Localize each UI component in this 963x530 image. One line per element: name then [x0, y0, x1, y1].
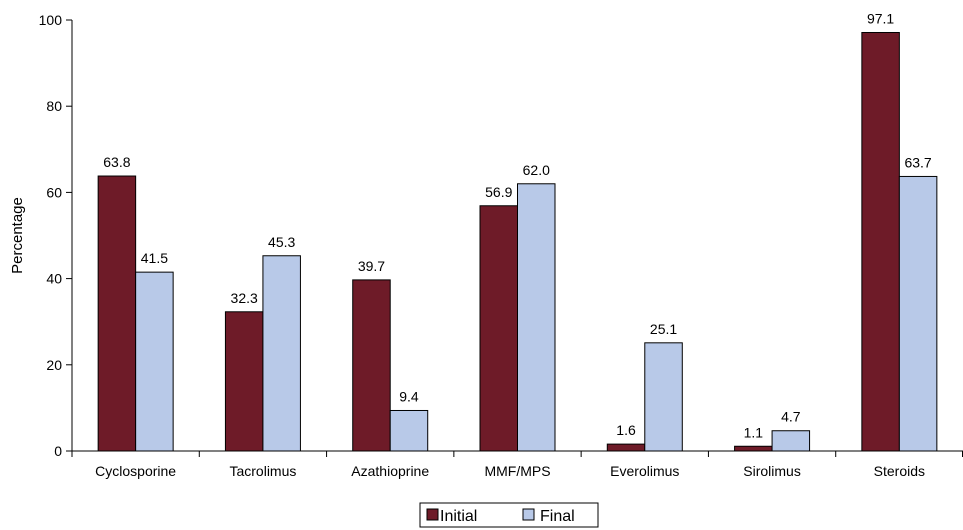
legend-label-final: Final [540, 508, 575, 525]
bar-initial-everolimus [606, 443, 646, 452]
data-label-initial-cyclosporine: 63.8 [103, 154, 130, 170]
data-label-final-tacrolimus: 45.3 [268, 234, 295, 250]
y-tick-label: 40 [46, 271, 62, 287]
data-label-initial-azathioprine: 39.7 [358, 258, 385, 274]
data-label-final-sirolimus: 4.7 [781, 409, 801, 425]
y-tick-label: 60 [46, 184, 62, 200]
data-label-final-steroids: 63.7 [904, 154, 931, 170]
bar-final-mmf-mps [517, 183, 556, 452]
y-tick-label: 20 [46, 357, 62, 373]
data-label-initial-sirolimus: 1.1 [744, 424, 764, 440]
data-label-initial-steroids: 97.1 [867, 10, 894, 26]
data-label-initial-tacrolimus: 32.3 [231, 290, 258, 306]
x-tick-label-azathioprine: Azathioprine [351, 463, 429, 479]
legend-label-initial: Initial [440, 508, 477, 525]
legend-swatch-final [522, 508, 535, 521]
data-label-final-everolimus: 25.1 [650, 321, 677, 337]
y-tick-label: 0 [54, 443, 62, 459]
y-tick-label: 80 [46, 98, 62, 114]
data-label-final-mmf-mps: 62.0 [523, 162, 550, 178]
x-tick-label-everolimus: Everolimus [610, 463, 679, 479]
y-tick-label: 100 [39, 12, 63, 28]
bar-initial-cyclosporine [97, 175, 137, 452]
bar-initial-mmf-mps [479, 205, 518, 452]
y-axis-title: Percentage [9, 197, 26, 274]
data-label-final-azathioprine: 9.4 [399, 388, 419, 404]
bar-initial-tacrolimus [224, 311, 264, 452]
data-label-initial-everolimus: 1.6 [616, 422, 636, 438]
y-ticks: 0 20 40 60 80 100 [39, 12, 72, 459]
bars [97, 31, 938, 452]
data-label-final-cyclosporine: 41.5 [141, 250, 168, 266]
x-axis: Cyclosporine Tacrolimus Azathioprine MMF/MP… [71, 450, 963, 479]
x-tick-label-steroids: Steroids [874, 463, 925, 479]
x-ticks [71, 451, 963, 457]
bar-initial-sirolimus [734, 445, 773, 452]
x-tick-label-sirolimus: Sirolimus [743, 463, 801, 479]
legend-swatch-initial [426, 508, 439, 521]
x-tick-label-cyclosporine: Cyclosporine [95, 463, 176, 479]
data-labels: 63.8 41.5 32.3 45.3 39.7 9.4 56.9 62.0 1.6 25.1 1.… [103, 10, 932, 440]
y-axis: 0 20 40 60 80 100 [39, 12, 73, 459]
data-label-initial-mmf-mps: 56.9 [485, 184, 512, 200]
bar-final-sirolimus [771, 430, 811, 452]
bar-final-tacrolimus [262, 255, 301, 452]
x-tick-labels: Cyclosporine Tacrolimus Azathioprine MMF/MP… [95, 463, 925, 479]
bar-initial-azathioprine [352, 279, 391, 452]
legend-box [419, 502, 599, 528]
x-tick-label-mmf-mps: MMF/MPS [484, 463, 550, 479]
legend: Initial Final [419, 502, 599, 528]
bar-final-azathioprine [389, 409, 429, 452]
bar-initial-steroids [861, 31, 900, 452]
bar-final-steroids [898, 175, 938, 452]
bar-final-cyclosporine [135, 271, 174, 452]
bar-final-everolimus [644, 342, 683, 452]
x-tick-label-tacrolimus: Tacrolimus [229, 463, 296, 479]
